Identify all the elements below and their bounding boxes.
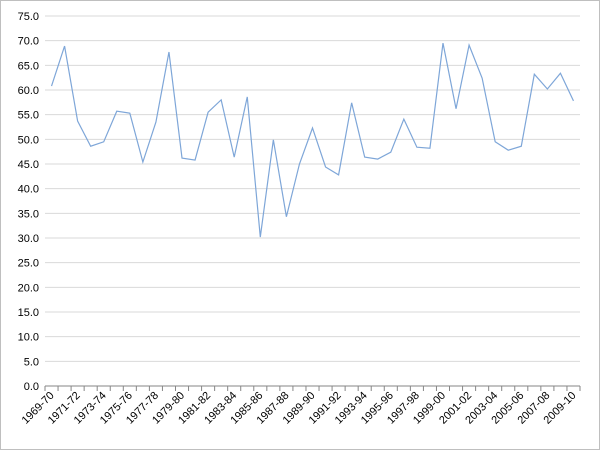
y-tick-label: 75.0 bbox=[18, 11, 39, 23]
y-tick-label: 20.0 bbox=[18, 282, 39, 294]
y-tick-label: 30.0 bbox=[18, 233, 39, 245]
y-tick-label: 5.0 bbox=[24, 356, 39, 368]
y-tick-label: 55.0 bbox=[18, 110, 39, 122]
y-tick-label: 0.0 bbox=[24, 381, 39, 393]
y-tick-label: 35.0 bbox=[18, 208, 39, 220]
y-tick-label: 50.0 bbox=[18, 134, 39, 146]
y-tick-label: 70.0 bbox=[18, 36, 39, 48]
y-tick-label: 60.0 bbox=[18, 85, 39, 97]
y-tick-label: 65.0 bbox=[18, 60, 39, 72]
y-tick-label: 15.0 bbox=[18, 307, 39, 319]
y-tick-label: 45.0 bbox=[18, 159, 39, 171]
y-tick-label: 25.0 bbox=[18, 258, 39, 270]
data-line bbox=[50, 43, 575, 238]
y-tick-label: 10.0 bbox=[18, 332, 39, 344]
y-tick-label: 40.0 bbox=[18, 184, 39, 196]
